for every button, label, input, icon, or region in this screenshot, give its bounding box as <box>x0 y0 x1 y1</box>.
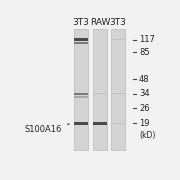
Bar <box>111 93 125 94</box>
Text: S100A16: S100A16 <box>25 124 69 134</box>
Text: 85: 85 <box>139 48 150 57</box>
Bar <box>74 29 88 150</box>
Bar <box>93 93 107 94</box>
Text: 19: 19 <box>139 119 149 128</box>
Bar <box>74 122 88 125</box>
Bar <box>74 38 88 41</box>
Bar <box>74 96 88 98</box>
Text: 26: 26 <box>139 104 150 113</box>
Text: 34: 34 <box>139 89 150 98</box>
Bar <box>93 29 107 150</box>
Bar <box>74 42 88 44</box>
Bar <box>111 123 125 124</box>
Bar <box>93 122 107 125</box>
Text: 3T3: 3T3 <box>73 18 89 27</box>
Text: RAW: RAW <box>90 18 110 27</box>
Bar <box>111 39 125 40</box>
Bar <box>74 93 88 95</box>
Bar <box>111 29 125 150</box>
Text: 3T3: 3T3 <box>110 18 127 27</box>
Text: 48: 48 <box>139 75 150 84</box>
Text: (kD): (kD) <box>139 131 155 140</box>
Text: 117: 117 <box>139 35 155 44</box>
